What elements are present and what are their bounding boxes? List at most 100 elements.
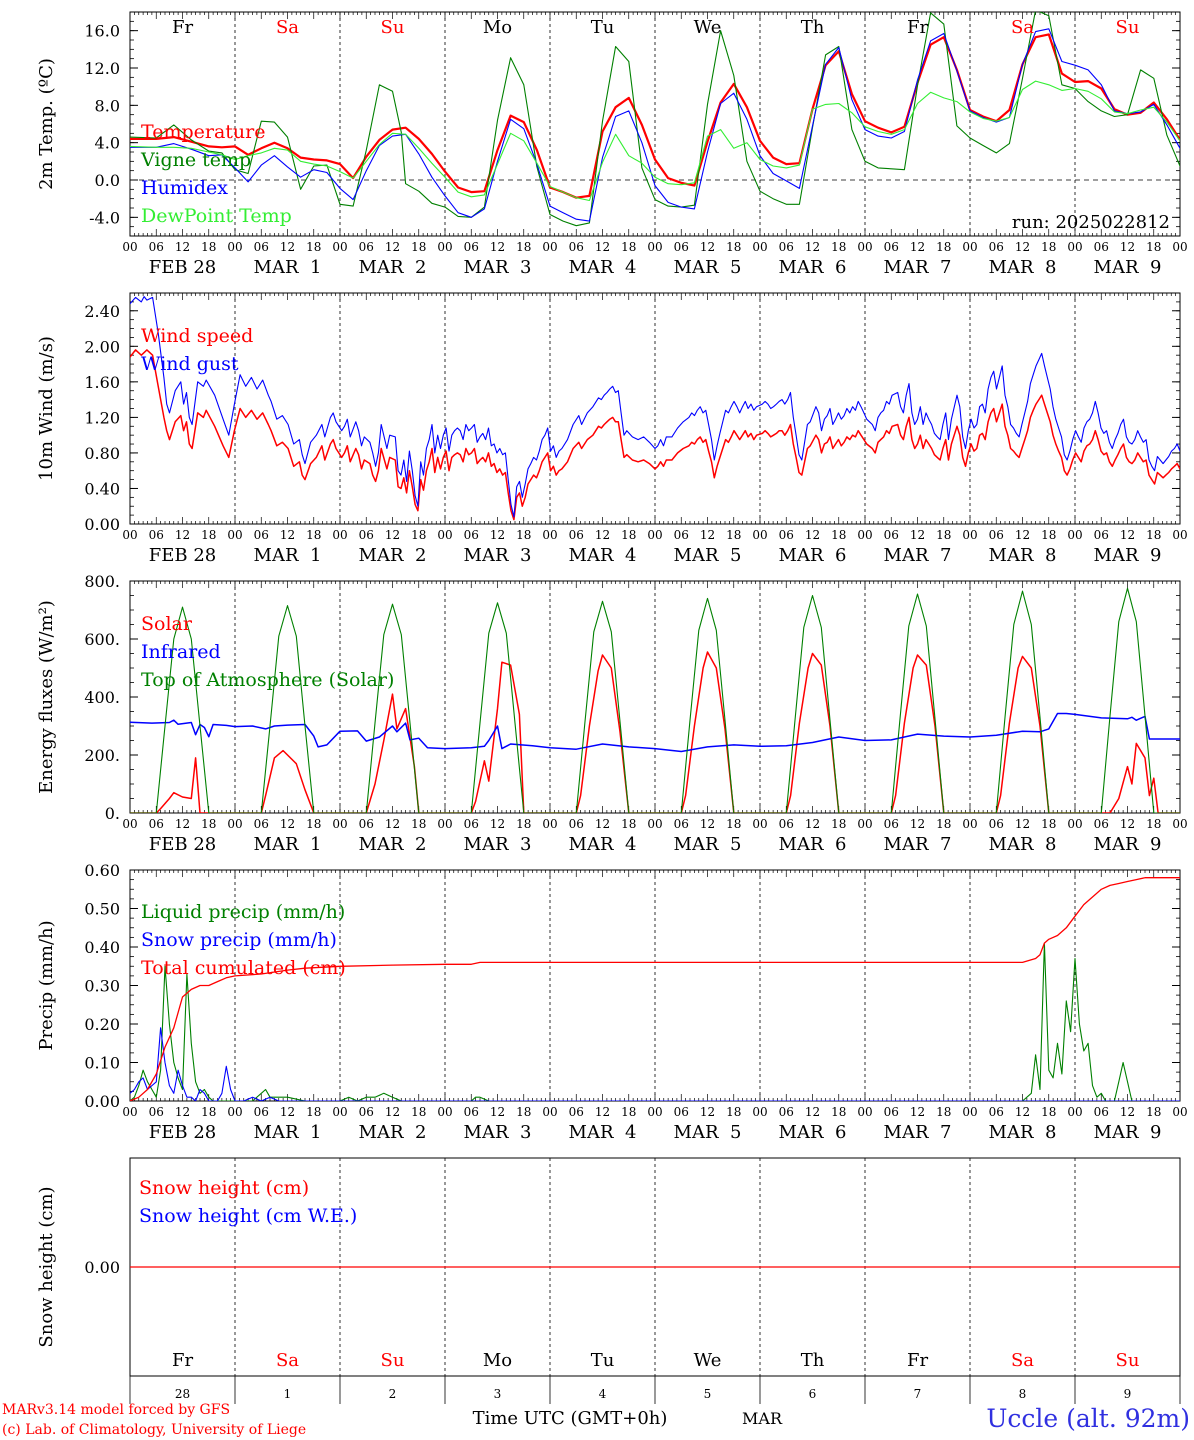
hour-label: 06 — [359, 528, 374, 542]
hour-label: 18 — [306, 1105, 321, 1119]
hour-label: 12 — [175, 1105, 190, 1119]
day-number-label: 6 — [809, 1387, 817, 1401]
hour-label: 12 — [595, 817, 610, 831]
hour-label: 18 — [831, 240, 846, 254]
hour-label: 18 — [516, 528, 531, 542]
series-line-dewpoint-temp — [130, 80, 1180, 202]
hour-label: 18 — [306, 240, 321, 254]
hour-label: 06 — [149, 240, 164, 254]
hour-label: 18 — [1146, 817, 1161, 831]
date-label: MAR 7 — [884, 545, 952, 566]
hour-label: 18 — [936, 1105, 951, 1119]
hour-label: 00 — [542, 817, 557, 831]
y-tick-label: 1.60 — [84, 373, 120, 392]
day-number-label: 3 — [494, 1387, 502, 1401]
hour-label: 12 — [1015, 1105, 1030, 1119]
series-line-humidex — [130, 28, 1180, 222]
hour-label: 06 — [254, 240, 269, 254]
legend-entry: Vigne temp — [140, 149, 251, 171]
hour-label: 06 — [464, 240, 479, 254]
panel-frame-1 — [129, 11, 1181, 237]
legend-entry: Infrared — [141, 641, 221, 663]
hour-label: 12 — [700, 528, 715, 542]
weekday-label-bottom: We — [694, 1350, 722, 1371]
y-tick-label: 200. — [84, 746, 120, 765]
hour-label: 18 — [621, 240, 636, 254]
day-number-label: 2 — [389, 1387, 397, 1401]
hour-label: 12 — [805, 817, 820, 831]
hour-label: 12 — [805, 1105, 820, 1119]
hour-label: 18 — [306, 817, 321, 831]
hour-label: 06 — [779, 528, 794, 542]
weekday-label-top: Sa — [276, 17, 299, 38]
hour-label: 06 — [674, 240, 689, 254]
y-tick-label: 0.20 — [84, 1015, 120, 1034]
legend-entry: DewPoint Temp — [141, 205, 292, 227]
date-label: MAR 1 — [254, 545, 322, 566]
hour-label: 00 — [332, 1105, 347, 1119]
hour-label: 12 — [910, 817, 925, 831]
hour-label: 06 — [149, 1105, 164, 1119]
hour-label: 12 — [175, 240, 190, 254]
hour-label: 00 — [1172, 240, 1187, 254]
hour-label: 06 — [149, 817, 164, 831]
day-number-label: 9 — [1124, 1387, 1132, 1401]
hour-label: 18 — [201, 240, 216, 254]
hour-label: 06 — [359, 817, 374, 831]
hour-label: 18 — [726, 528, 741, 542]
day-number-label: 8 — [1019, 1387, 1027, 1401]
hour-label: 12 — [490, 528, 505, 542]
hour-label: 06 — [1094, 240, 1109, 254]
weekday-label-bottom: Th — [801, 1350, 825, 1371]
hour-label: 06 — [359, 1105, 374, 1119]
hour-label: 12 — [595, 240, 610, 254]
y-tick-label: 0.30 — [84, 977, 120, 996]
hour-label: 12 — [280, 1105, 295, 1119]
legend-entry: Snow height (cm) — [139, 1177, 309, 1199]
y-tick-label: 0.50 — [84, 900, 120, 919]
hour-label: 06 — [1094, 528, 1109, 542]
hour-label: 12 — [700, 817, 715, 831]
hour-label: 18 — [936, 528, 951, 542]
series-line-temperature — [130, 33, 1180, 199]
weekday-label-bottom: Sa — [276, 1350, 299, 1371]
hour-label: 06 — [989, 240, 1004, 254]
date-label: MAR 2 — [359, 834, 427, 855]
hour-label: 18 — [306, 528, 321, 542]
y-tick-label: 0.10 — [84, 1054, 120, 1073]
date-label: MAR 2 — [359, 257, 427, 278]
hour-label: 00 — [227, 817, 242, 831]
date-label: MAR 2 — [359, 545, 427, 566]
y-axis-label: Energy fluxes (W/m²) — [36, 600, 57, 794]
y-tick-label: 16.0 — [84, 22, 120, 41]
hour-label: 00 — [1172, 817, 1187, 831]
hour-label: 00 — [752, 240, 767, 254]
weekday-label-top: Th — [801, 17, 825, 38]
run-annotation: run: 2025022812 — [1012, 212, 1170, 233]
hour-label: 12 — [700, 240, 715, 254]
hour-label: 06 — [779, 1105, 794, 1119]
hour-label: 06 — [989, 528, 1004, 542]
hour-label: 00 — [437, 817, 452, 831]
date-label: FEB 28 — [149, 545, 216, 566]
hour-label: 06 — [674, 528, 689, 542]
weekday-label-top: We — [694, 17, 722, 38]
y-tick-label: 600. — [84, 630, 120, 649]
hour-label: 06 — [569, 240, 584, 254]
hour-label: 18 — [411, 817, 426, 831]
month-label: MAR — [742, 1409, 783, 1428]
hour-label: 12 — [490, 240, 505, 254]
date-label: MAR 1 — [254, 1122, 322, 1143]
hour-label: 00 — [647, 240, 662, 254]
y-tick-label: -4.0 — [89, 208, 120, 227]
hour-label: 00 — [962, 817, 977, 831]
series-line-infrared — [130, 712, 1180, 753]
hour-label: 00 — [227, 240, 242, 254]
hour-label: 12 — [280, 528, 295, 542]
y-tick-label: 0.40 — [84, 479, 120, 498]
y-tick-label: 0.60 — [84, 861, 120, 880]
weekday-label-top: Su — [1116, 17, 1140, 38]
date-label: MAR 5 — [674, 257, 742, 278]
hour-label: 12 — [595, 528, 610, 542]
